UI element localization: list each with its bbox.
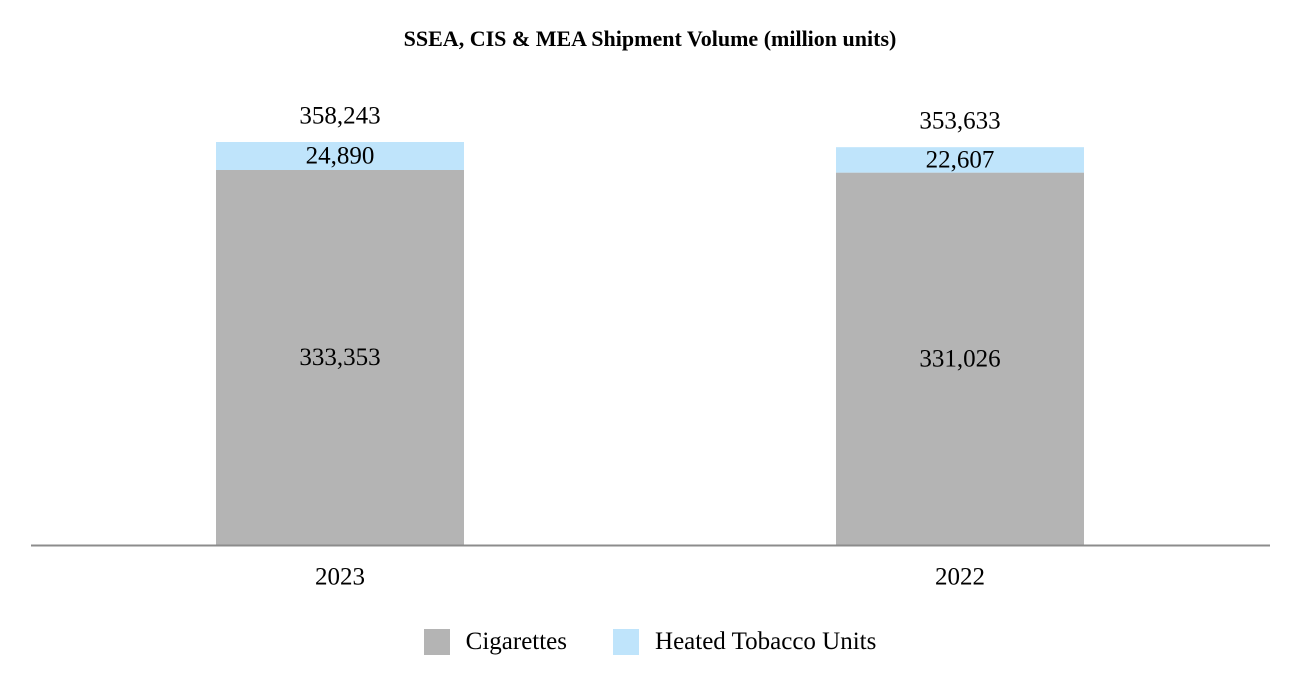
x-tick-label-2022: 2022 bbox=[935, 564, 985, 591]
total-label-2022: 353,633 bbox=[919, 108, 1000, 135]
bar-cigarettes-2023 bbox=[216, 169, 464, 545]
legend-swatch-cigarettes bbox=[423, 629, 450, 655]
bar-heated-tobacco-units-2022 bbox=[836, 147, 1084, 173]
chart-legend: Cigarettes Heated Tobacco Units bbox=[0, 628, 1300, 656]
data-label-heated-tobacco-units-2022: 22,607 bbox=[926, 146, 995, 173]
legend-item-cigarettes: Cigarettes bbox=[423, 628, 568, 656]
data-label-heated-tobacco-units-2023: 24,890 bbox=[306, 142, 375, 169]
chart-title: SSEA, CIS & MEA Shipment Volume (million… bbox=[403, 26, 897, 51]
legend-label-heated-tobacco-units: Heated Tobacco Units bbox=[655, 628, 877, 655]
total-label-2023: 358,243 bbox=[299, 103, 380, 130]
data-label-cigarettes-2022: 331,026 bbox=[919, 345, 1000, 372]
legend-swatch-heated-tobacco-units bbox=[613, 629, 640, 655]
x-tick-label-2023: 2023 bbox=[315, 564, 365, 591]
legend-label-cigarettes: Cigarettes bbox=[465, 628, 568, 655]
bar-heated-tobacco-units-2023 bbox=[216, 142, 464, 170]
bar-cigarettes-2022 bbox=[836, 172, 1084, 545]
data-label-cigarettes-2023: 333,353 bbox=[299, 344, 380, 371]
legend-item-heated-tobacco-units: Heated Tobacco Units bbox=[613, 628, 876, 656]
